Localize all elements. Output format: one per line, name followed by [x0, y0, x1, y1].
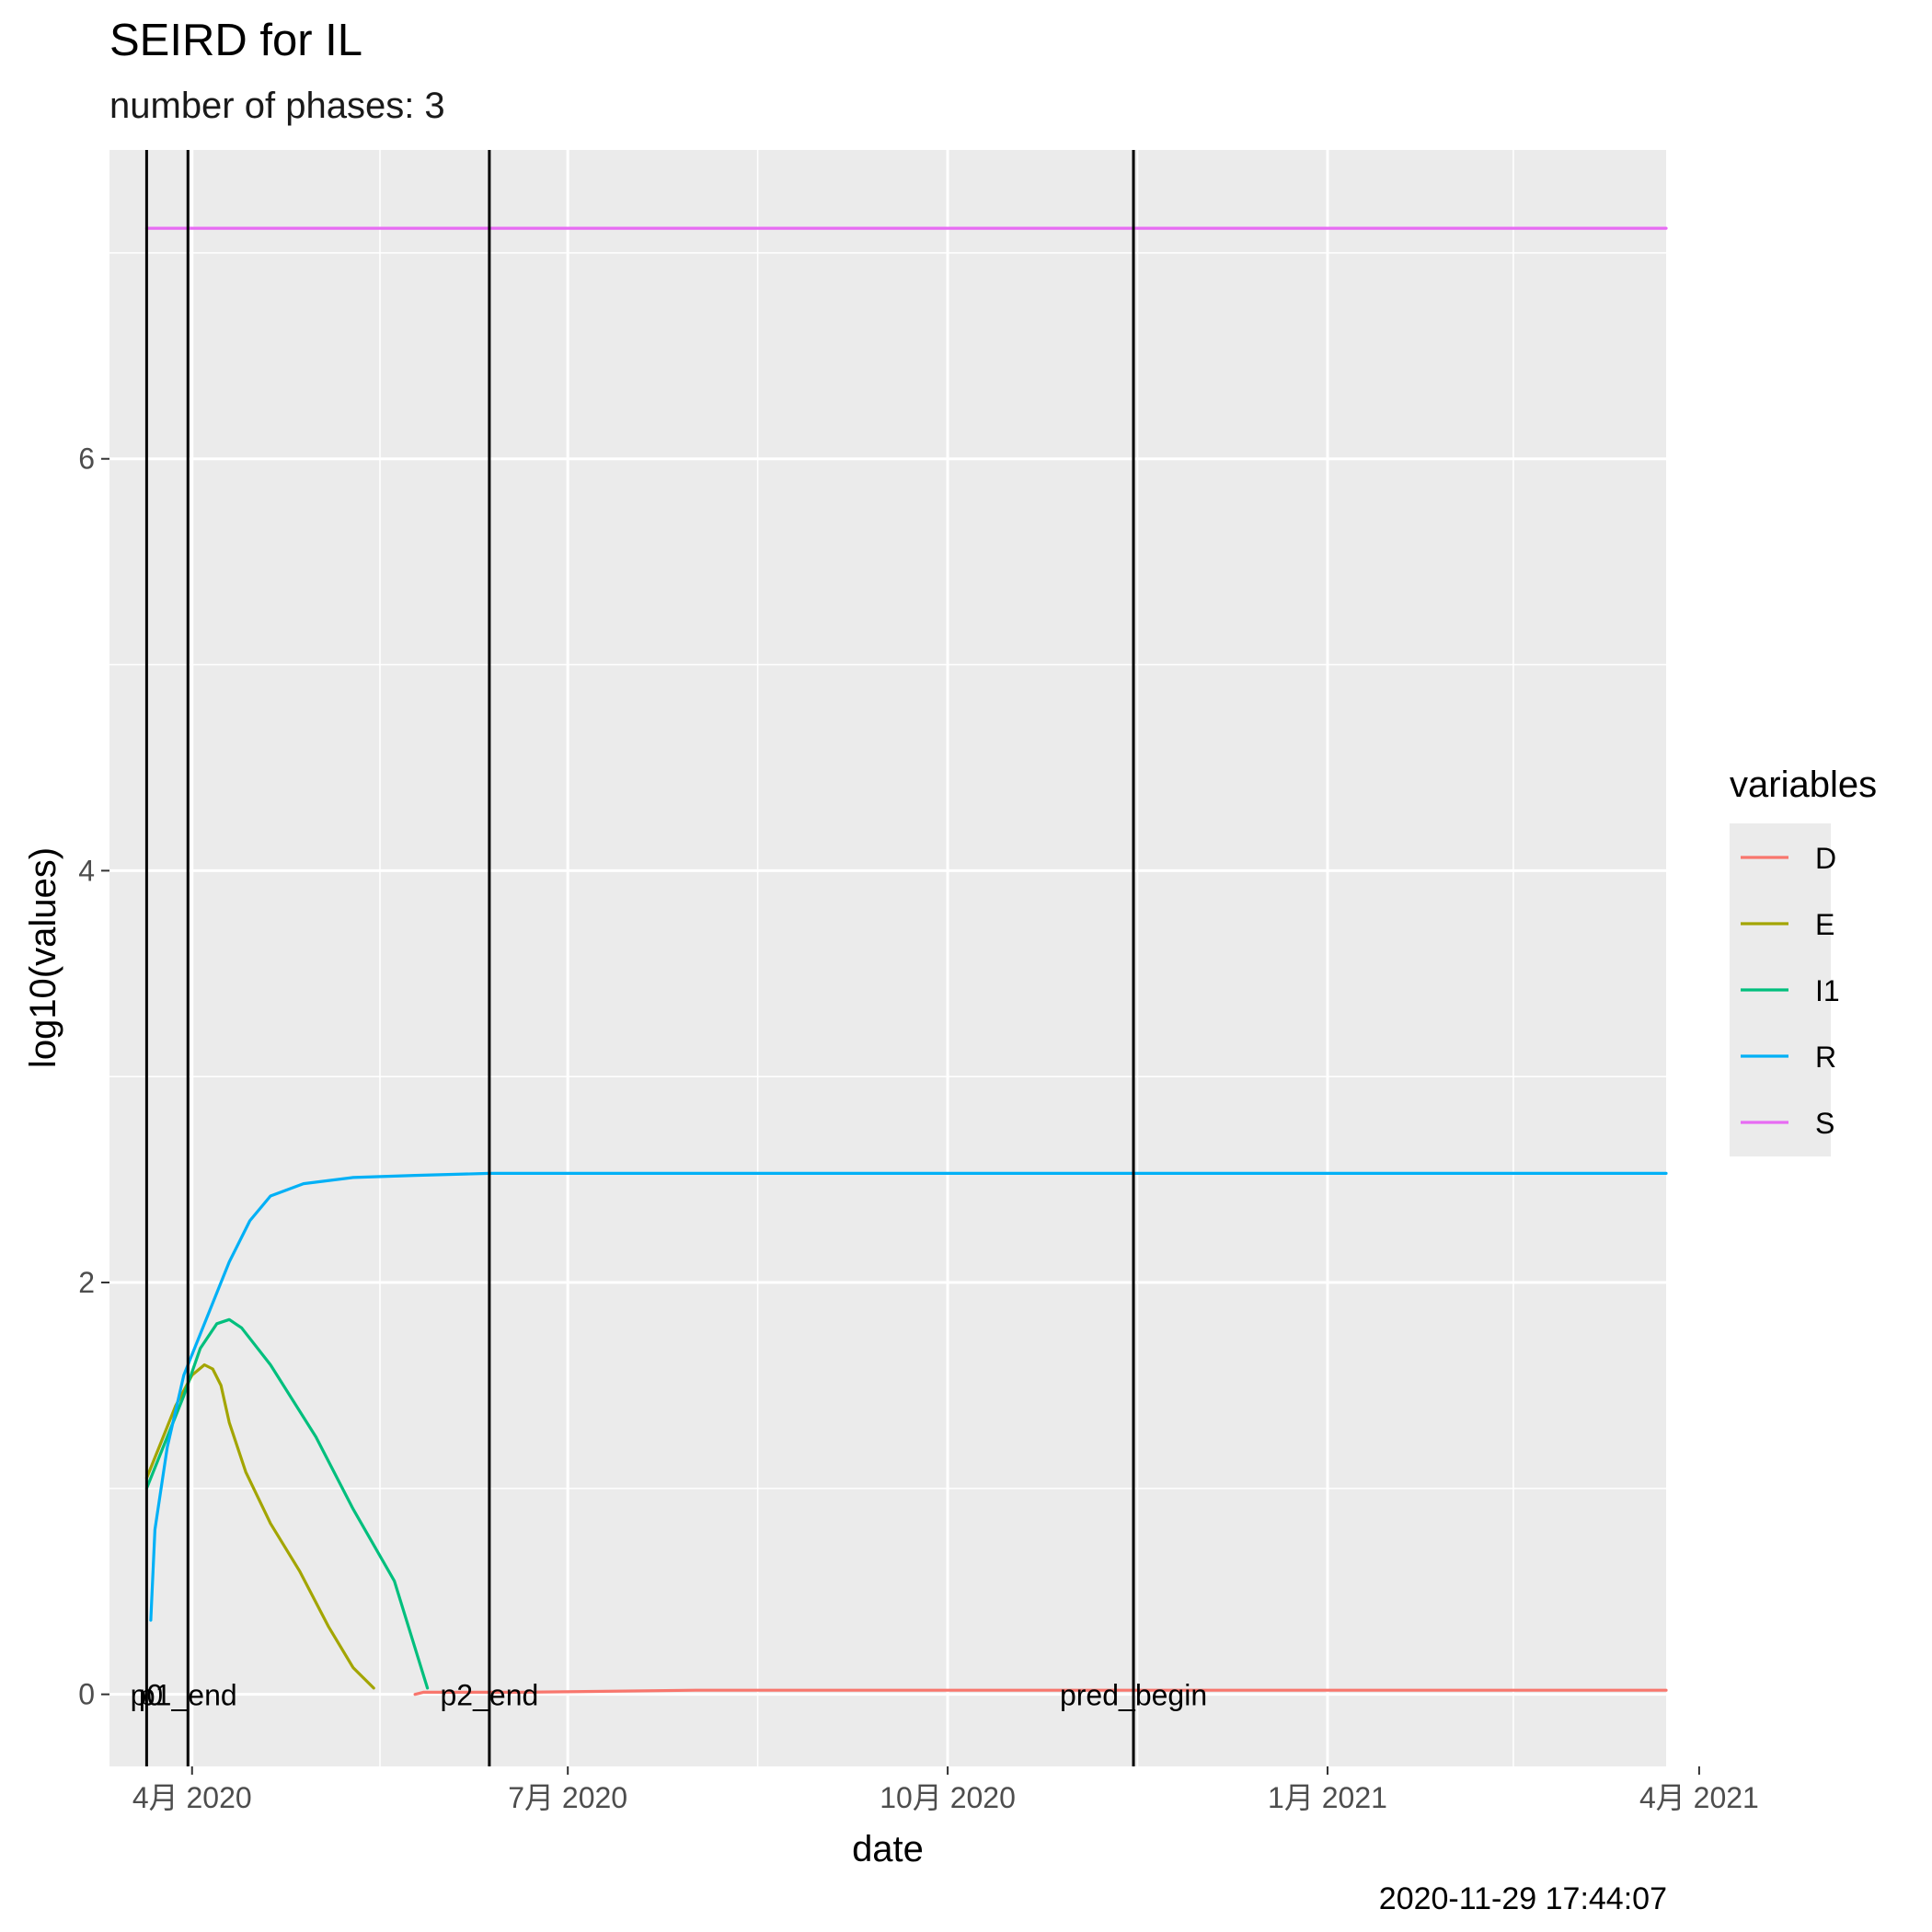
- legend-label: I1: [1815, 974, 1840, 1007]
- x-tick-label: 10月 2020: [880, 1781, 1016, 1814]
- y-axis-title: log10(values): [23, 847, 63, 1068]
- legend-label: D: [1815, 842, 1836, 875]
- y-tick-label: 2: [78, 1266, 95, 1299]
- plot-panel: [109, 150, 1666, 1766]
- y-tick-label: 4: [78, 854, 95, 887]
- legend: variables DE I1 RS: [1730, 765, 1877, 1156]
- x-tick-label: 7月 2020: [508, 1781, 627, 1814]
- y-tick-label: 6: [78, 443, 95, 476]
- series-layer: [144, 226, 1668, 1696]
- grid-minor: [109, 150, 1666, 1766]
- chart-caption: 2020-11-29 17:44:07: [1378, 1881, 1667, 1916]
- y-tick-label: 0: [78, 1678, 95, 1711]
- legend-title: variables: [1730, 765, 1877, 805]
- legend-label: E: [1815, 908, 1834, 941]
- x-tick-label: 4月 2020: [132, 1781, 252, 1814]
- chart-title: SEIRD for IL: [109, 16, 363, 65]
- grid-major: [109, 150, 1701, 1766]
- chart-subtitle: number of phases: 3: [109, 86, 445, 126]
- series-line-R: [149, 1171, 1668, 1622]
- series-line-I1: [144, 1317, 430, 1690]
- legend-label: S: [1815, 1107, 1834, 1140]
- legend-label: R: [1815, 1041, 1836, 1074]
- phase-label: p1_end: [139, 1679, 237, 1712]
- phase-label: p0: [131, 1679, 164, 1712]
- axis-layer: 0 2 4 6 4月 2020 7月 2020 10月 2020 1月 2021 4月 2021: [78, 443, 1759, 1814]
- x-tick-label: 1月 2021: [1268, 1781, 1387, 1814]
- phase-label: p2_end: [441, 1679, 539, 1712]
- phase-label: pred_begin: [1060, 1679, 1207, 1712]
- x-axis-title: date: [852, 1829, 924, 1869]
- x-tick-label: 4月 2021: [1639, 1781, 1759, 1814]
- legend-items: DE I1 RS: [1741, 842, 1840, 1140]
